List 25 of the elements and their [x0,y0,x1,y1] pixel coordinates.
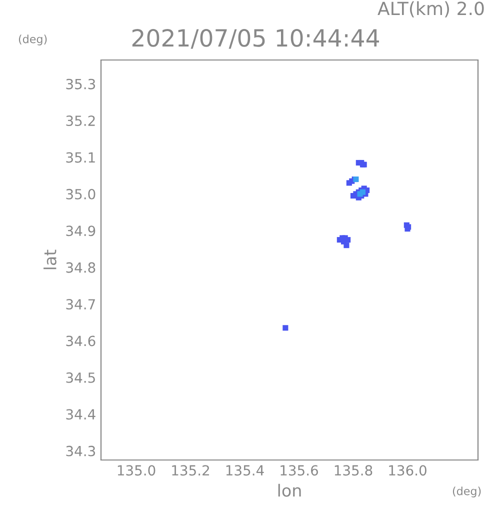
y-tick-label: 35.2 [66,116,95,126]
text: ALT(km) 2.0 [378,1,484,18]
x-tick-label: 136.0 [389,465,426,476]
x-axis-title: lon [278,484,301,497]
point [344,242,350,248]
y-tick-label: 35.0 [66,188,96,200]
y-tick-label: 34.9 [66,226,96,236]
y-tick-label: 34.6 [66,336,96,346]
y-tick-label: 34.3 [66,446,96,456]
x-tick-label: 135.8 [334,465,372,476]
y-tick-label: 34.5 [66,372,95,383]
y-tick-label: 34.7 [66,299,95,310]
text: (deg) [18,34,47,46]
chart-title: 2021/07/05 10:44:44 [132,28,379,49]
y-tick-label: 34.4 [66,409,96,420]
x-tick-label: 135.6 [280,465,318,476]
y-tick-label: 35.1 [66,152,95,163]
y-axis-title: lat [44,250,56,270]
text: (deg) [452,486,481,498]
y-tick-label: 34.8 [66,262,96,273]
x-tick-label: 135.0 [118,465,156,476]
x-tick-label: 135.4 [226,465,264,476]
point [282,325,288,331]
y-tick-label: 35.3 [66,78,96,90]
x-tick-label: 135.2 [172,465,209,476]
